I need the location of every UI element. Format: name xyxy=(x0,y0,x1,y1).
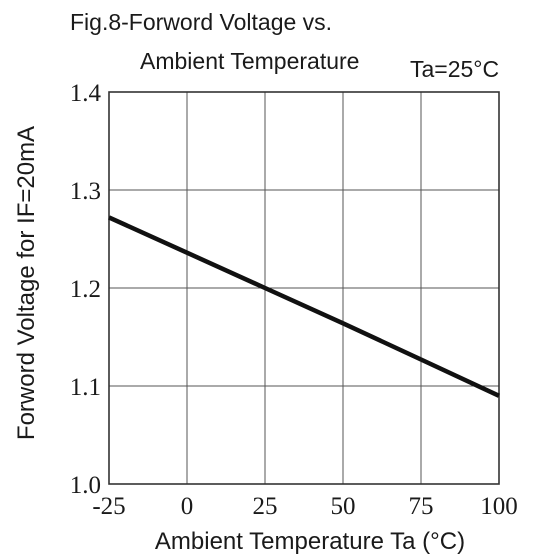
series-line-0 xyxy=(108,215,500,398)
grid xyxy=(108,91,500,485)
chart-title-line2: Ambient Temperature xyxy=(140,48,359,74)
x-tick-label-1: 0 xyxy=(181,493,194,520)
x-tick-label-4: 75 xyxy=(409,493,434,520)
x-tick-label-3: 50 xyxy=(331,493,356,520)
x-tick-labels: -25 0 25 50 75 100 xyxy=(92,493,517,520)
x-axis-label: Ambient Temperature Ta (°C) xyxy=(155,528,465,555)
y-tick-label-4: 1.4 xyxy=(70,80,102,107)
x-tick-label-5: 100 xyxy=(480,493,518,520)
plot-frame xyxy=(108,91,500,485)
condition-label: Ta=25°C xyxy=(410,56,499,82)
x-tick-label-2: 25 xyxy=(253,493,278,520)
y-axis-label: Forword Voltage for IF=20mA xyxy=(13,126,40,440)
chart-title-line1: Fig.8-Forword Voltage vs. xyxy=(70,9,332,35)
y-tick-labels: 1.0 1.1 1.2 1.3 1.4 xyxy=(70,80,102,499)
y-tick-label-2: 1.2 xyxy=(70,276,101,303)
y-tick-label-3: 1.3 xyxy=(70,178,101,205)
series-group xyxy=(108,215,500,398)
y-tick-label-1: 1.1 xyxy=(70,374,101,401)
x-tick-label-0: -25 xyxy=(92,493,125,520)
y-tick-label-0: 1.0 xyxy=(70,472,101,499)
